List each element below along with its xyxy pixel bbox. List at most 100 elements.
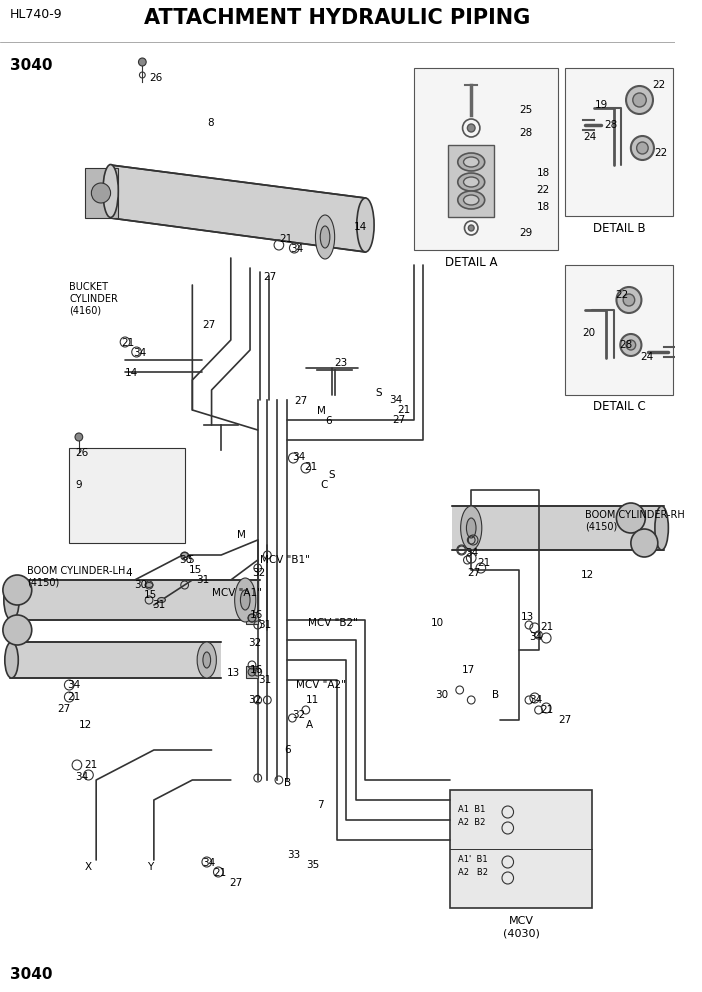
Text: 30: 30 — [435, 690, 448, 700]
Ellipse shape — [458, 153, 484, 171]
Text: DETAIL B: DETAIL B — [593, 222, 646, 235]
Text: 5: 5 — [187, 555, 194, 565]
Ellipse shape — [91, 183, 111, 203]
Text: MCV "B2": MCV "B2" — [307, 618, 357, 628]
Text: 21: 21 — [121, 338, 134, 348]
Bar — [69, 448, 185, 543]
Text: 7: 7 — [317, 800, 324, 810]
Text: 28: 28 — [619, 340, 633, 350]
Ellipse shape — [631, 136, 654, 160]
Text: 16: 16 — [250, 665, 263, 675]
Text: S: S — [375, 388, 382, 398]
Ellipse shape — [234, 578, 256, 622]
Ellipse shape — [181, 553, 189, 558]
Text: A1  B1: A1 B1 — [458, 805, 485, 814]
Bar — [246, 612, 258, 624]
Ellipse shape — [458, 191, 484, 209]
Circle shape — [248, 668, 256, 676]
Ellipse shape — [466, 518, 476, 538]
Ellipse shape — [103, 165, 118, 217]
Text: 19: 19 — [595, 100, 607, 110]
Text: ATTACHMENT HYDRAULIC PIPING: ATTACHMENT HYDRAULIC PIPING — [145, 8, 531, 28]
Text: 13: 13 — [227, 668, 240, 678]
Text: 30: 30 — [179, 555, 192, 565]
Text: 9: 9 — [75, 480, 81, 490]
Bar — [85, 168, 118, 218]
Text: 23: 23 — [335, 358, 348, 368]
Ellipse shape — [158, 597, 166, 602]
Text: 21: 21 — [397, 405, 411, 415]
Text: 34: 34 — [202, 858, 216, 868]
Text: 34: 34 — [133, 348, 146, 358]
Text: 24: 24 — [640, 352, 654, 362]
Text: MCV "B1": MCV "B1" — [260, 555, 310, 565]
Polygon shape — [111, 165, 366, 252]
Text: 6: 6 — [284, 745, 291, 755]
Text: 14: 14 — [354, 222, 367, 232]
Ellipse shape — [4, 580, 19, 620]
Circle shape — [75, 433, 83, 441]
Circle shape — [468, 124, 475, 132]
Ellipse shape — [461, 506, 482, 550]
Text: 31: 31 — [196, 575, 209, 585]
Text: 13: 13 — [521, 612, 534, 622]
Ellipse shape — [320, 226, 330, 248]
Text: 28: 28 — [604, 120, 617, 130]
Text: 21: 21 — [213, 868, 227, 878]
Text: 6: 6 — [325, 416, 331, 426]
Text: 25: 25 — [519, 105, 533, 115]
Text: 27: 27 — [229, 878, 242, 888]
Text: 27: 27 — [468, 568, 481, 578]
Text: A1'  B1: A1' B1 — [458, 855, 487, 864]
Ellipse shape — [623, 294, 635, 306]
Ellipse shape — [463, 157, 479, 167]
Ellipse shape — [197, 642, 216, 678]
Ellipse shape — [145, 582, 153, 587]
Text: 22: 22 — [536, 185, 550, 195]
Text: 17: 17 — [462, 665, 475, 675]
Text: DETAIL C: DETAIL C — [593, 400, 646, 413]
Ellipse shape — [3, 615, 32, 645]
Text: 21: 21 — [541, 622, 554, 632]
Text: 26: 26 — [75, 448, 88, 458]
Circle shape — [248, 614, 256, 622]
Text: 33: 33 — [288, 850, 300, 860]
Text: B: B — [284, 778, 291, 788]
Text: 32: 32 — [252, 568, 265, 578]
Text: 31: 31 — [258, 675, 271, 685]
Text: (4030): (4030) — [503, 928, 540, 938]
Text: 14: 14 — [125, 368, 138, 378]
Text: 34: 34 — [291, 244, 304, 254]
Text: 30: 30 — [135, 580, 147, 590]
Text: 34: 34 — [465, 548, 479, 558]
Text: X: X — [85, 862, 92, 872]
Text: 22: 22 — [652, 80, 665, 90]
Text: 34: 34 — [67, 680, 81, 690]
Text: 32: 32 — [248, 695, 261, 705]
Text: 34: 34 — [292, 452, 305, 462]
Text: MCV "A2": MCV "A2" — [296, 680, 346, 690]
Ellipse shape — [626, 86, 653, 114]
Ellipse shape — [315, 215, 335, 259]
Text: Y: Y — [147, 862, 154, 872]
Ellipse shape — [203, 652, 211, 668]
Text: M: M — [237, 530, 246, 540]
Text: 31: 31 — [258, 620, 271, 630]
Text: 24: 24 — [583, 132, 596, 142]
Text: 31: 31 — [152, 600, 165, 610]
Text: 34: 34 — [529, 695, 542, 705]
Bar — [566, 265, 673, 395]
Text: 8: 8 — [207, 118, 213, 128]
Text: 27: 27 — [558, 715, 571, 725]
Text: 20: 20 — [582, 328, 595, 338]
Text: 21: 21 — [279, 234, 292, 244]
Text: BUCKET
CYLINDER
(4160): BUCKET CYLINDER (4160) — [69, 282, 118, 315]
Text: 34: 34 — [390, 395, 403, 405]
Text: 21: 21 — [85, 760, 98, 770]
Ellipse shape — [463, 195, 479, 205]
Text: A2   B2: A2 B2 — [458, 868, 488, 877]
Text: 26: 26 — [149, 73, 162, 83]
Text: 32: 32 — [248, 638, 261, 648]
Ellipse shape — [458, 173, 484, 191]
Text: DETAIL A: DETAIL A — [445, 256, 498, 269]
